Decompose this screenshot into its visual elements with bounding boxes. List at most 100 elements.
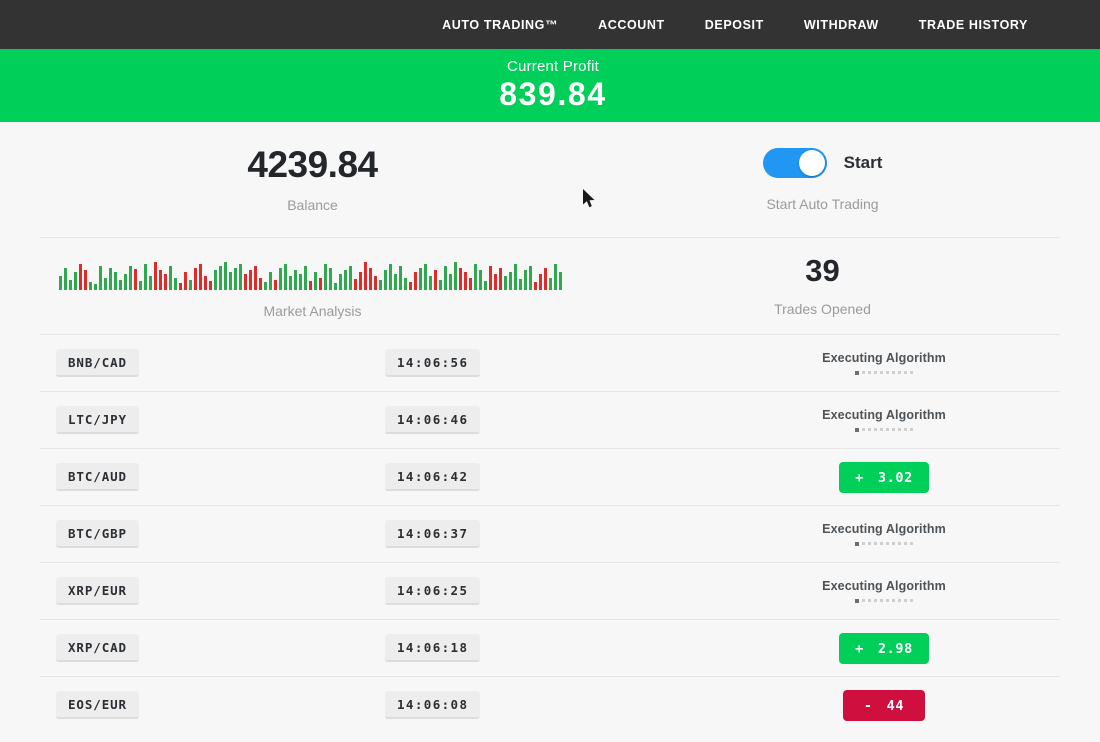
market-bar: [514, 263, 517, 290]
nav-account[interactable]: ACCOUNT: [598, 17, 665, 32]
progress-dot: [898, 371, 901, 375]
top-navigation-bar: AUTO TRADING™ ACCOUNT DEPOSIT WITHDRAW TRADE…: [0, 0, 1100, 49]
trade-time-cell: 14:06:46: [385, 406, 730, 434]
progress-dots: [855, 370, 913, 375]
progress-dot: [898, 542, 901, 546]
trade-status-cell: -44: [730, 689, 1060, 721]
toggle-wrap: Start: [762, 147, 882, 178]
executing-algorithm-label: Executing Algorithm: [822, 579, 946, 594]
market-bar: [469, 277, 472, 290]
market-bar: [214, 269, 217, 290]
market-bar: [304, 265, 307, 290]
market-bar: [254, 265, 257, 290]
market-bar: [504, 275, 507, 290]
progress-dot: [892, 371, 895, 375]
market-bar: [379, 279, 382, 290]
market-bar: [369, 267, 372, 290]
trade-pair-cell: EOS/EUR: [40, 691, 385, 719]
nav-auto-trading[interactable]: AUTO TRADING™: [442, 17, 559, 32]
trade-pair-cell: XRP/CAD: [40, 634, 385, 662]
trade-pair-cell: BTC/AUD: [40, 463, 385, 491]
trade-time-cell: 14:06:56: [385, 349, 730, 377]
progress-dot: [880, 599, 883, 603]
market-bar: [339, 273, 342, 290]
nav-list: AUTO TRADING™ ACCOUNT DEPOSIT WITHDRAW TRADE…: [442, 18, 1028, 32]
market-bar: [79, 263, 82, 290]
market-bar: [524, 269, 527, 290]
auto-trading-toggle[interactable]: [762, 147, 827, 178]
market-bar: [454, 261, 457, 290]
market-bar: [129, 265, 132, 290]
market-bar: [174, 277, 177, 290]
loss-badge: -44: [843, 689, 925, 721]
market-bar: [499, 267, 502, 290]
trade-pair-chip: LTC/JPY: [56, 406, 139, 434]
progress-dot: [868, 371, 871, 375]
market-bar: [94, 283, 97, 290]
trade-time-chip: 14:06:42: [385, 463, 481, 491]
profit-badge: +3.02: [839, 461, 929, 493]
market-bar: [489, 265, 492, 290]
market-bar: [69, 279, 72, 290]
market-bar: [169, 265, 172, 290]
progress-dot: [880, 542, 883, 546]
trade-time-chip: 14:06:25: [385, 577, 481, 605]
progress-dot: [892, 428, 895, 432]
trade-status-cell: Executing Algorithm: [730, 522, 1060, 546]
balance-label: Balance: [287, 197, 338, 214]
progress-dot: [904, 599, 907, 603]
progress-dots: [855, 427, 913, 432]
market-bar: [319, 277, 322, 290]
trade-time-chip: 14:06:56: [385, 349, 481, 377]
trades-opened-label: Trades Opened: [774, 301, 871, 318]
trade-time-chip: 14:06:46: [385, 406, 481, 434]
trade-status-cell: +3.02: [730, 461, 1060, 493]
market-bar: [184, 271, 187, 290]
market-bar: [399, 265, 402, 290]
progress-dot: [874, 599, 877, 603]
nav-withdraw[interactable]: WITHDRAW: [803, 17, 879, 32]
market-bar: [299, 273, 302, 290]
progress-dot: [892, 599, 895, 603]
progress-dot: [868, 599, 871, 603]
trade-row: BTC/GBP 14:06:37 Executing Algorithm: [40, 505, 1060, 562]
market-bar: [239, 263, 242, 290]
nav-trade-history[interactable]: TRADE HISTORY: [918, 17, 1028, 32]
progress-dot: [904, 371, 907, 375]
market-bar: [509, 271, 512, 290]
market-bar: [119, 279, 122, 290]
market-bar: [294, 269, 297, 290]
market-bar: [189, 279, 192, 290]
market-bar: [164, 273, 167, 290]
market-bar: [419, 267, 422, 290]
trade-status-cell: +2.98: [730, 632, 1060, 664]
market-bar: [459, 267, 462, 290]
market-bar: [269, 271, 272, 290]
market-bar: [374, 275, 377, 290]
trade-time-cell: 14:06:25: [385, 577, 730, 605]
market-analysis-block: Market Analysis: [40, 254, 585, 319]
market-bar: [204, 275, 207, 290]
current-profit-banner: Current Profit 839.84: [0, 49, 1100, 122]
progress-dot: [874, 542, 877, 546]
market-bar: [519, 278, 522, 290]
market-bar: [279, 267, 282, 290]
result-sign: +: [855, 469, 864, 486]
market-bar: [539, 273, 542, 290]
trade-row: EOS/EUR 14:06:08 -44: [40, 676, 1060, 733]
progress-dot: [855, 427, 859, 432]
progress-dot: [855, 598, 859, 603]
executing-algorithm-label: Executing Algorithm: [822, 522, 946, 537]
market-bar: [554, 263, 557, 290]
nav-deposit[interactable]: DEPOSIT: [704, 17, 764, 32]
market-bar: [139, 280, 142, 290]
market-bar: [59, 275, 62, 290]
trade-pair-cell: LTC/JPY: [40, 406, 385, 434]
trade-time-cell: 14:06:08: [385, 691, 730, 719]
progress-dot: [855, 370, 859, 375]
market-bar: [259, 277, 262, 290]
trade-row: XRP/CAD 14:06:18 +2.98: [40, 619, 1060, 676]
market-bar: [409, 281, 412, 290]
trade-pair-cell: XRP/EUR: [40, 577, 385, 605]
market-bar: [364, 261, 367, 290]
